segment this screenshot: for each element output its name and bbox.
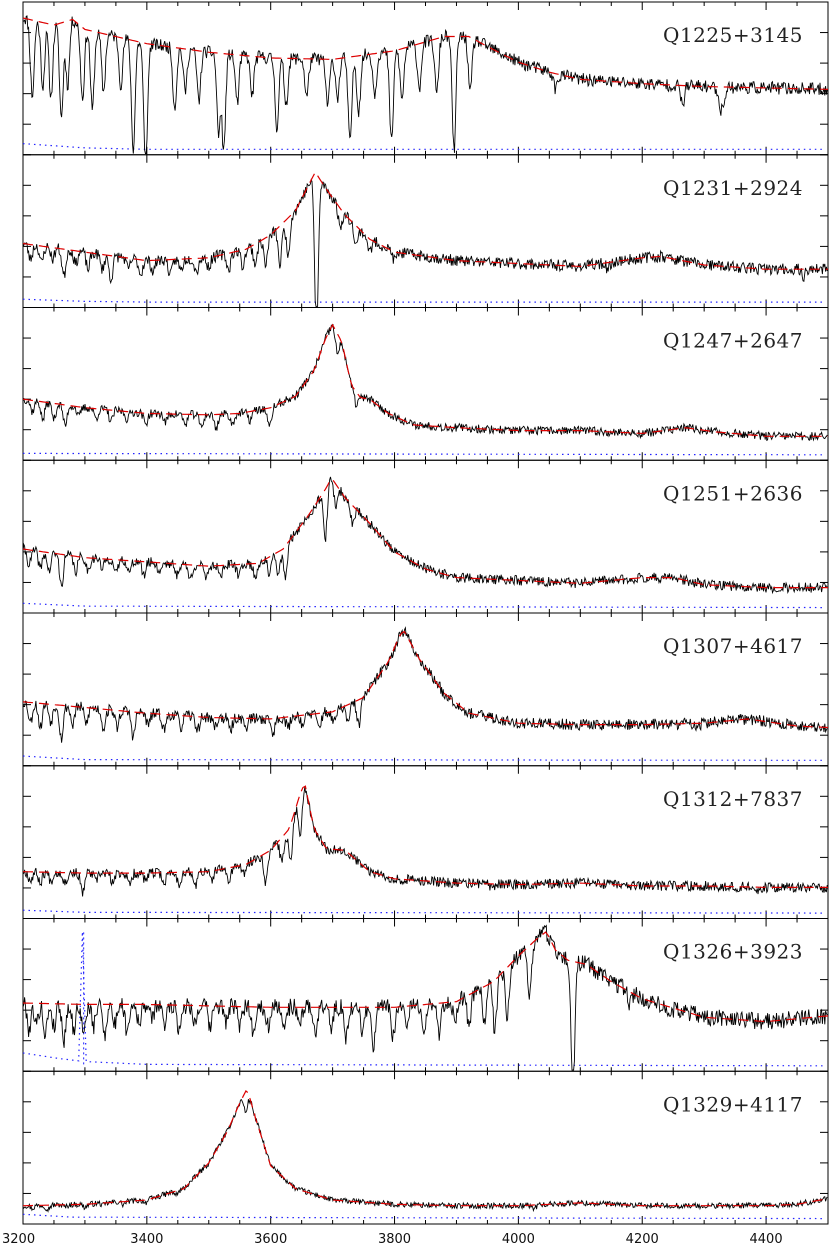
panel-label: Q1225+3145 [663,23,803,47]
continuum-fit-line [22,17,829,90]
continuum-fit-line [22,323,828,437]
error-curve [22,298,826,303]
continuum-fit-line [23,785,828,888]
spectrum-panel: Q1326+3923 [22,918,829,1072]
continuum-fit-line [22,478,828,589]
x-tick-label: 4000 [502,1232,535,1247]
x-tick-label: 3800 [378,1232,411,1247]
spectrum-panel: Q1307+4617 [22,612,829,767]
error-curve [22,909,826,914]
error-curve [22,931,826,1067]
error-curve [22,1213,826,1220]
spectrum-panel: Q1247+2647 [22,307,829,461]
x-tick-label: 3400 [130,1232,163,1247]
spectrum-panel: Q1251+2636 [22,459,829,614]
x-tick-label: 3200 [2,1232,35,1247]
spectrum-line [22,323,828,442]
error-curve [22,755,826,761]
panel-label: Q1329+4117 [663,1092,803,1116]
continuum-fit-line [23,1090,829,1207]
panel-label: Q1326+3923 [663,940,803,964]
panel-label: Q1251+2636 [663,481,803,505]
spectrum-line [22,924,828,1071]
panel-label: Q1312+7837 [663,787,803,811]
x-tick-label: 4200 [626,1232,659,1247]
panel-label: Q1247+2647 [663,329,803,353]
spectrum-line [22,178,828,307]
x-tick-label: 4400 [750,1232,783,1247]
continuum-fit-line [22,931,829,1023]
error-curve [23,452,826,456]
x-axis-tick-labels: 3200 3400 3600 3800 4000 4200 4400 [2,1232,783,1247]
spectrum-line [22,787,828,897]
spectrum-line [22,476,828,595]
continuum-fit-line [22,630,829,729]
panel-label: Q1231+2924 [663,176,803,200]
error-curve [22,602,826,609]
x-tick-label: 3600 [254,1232,287,1247]
error-curve [22,143,826,150]
panel-label: Q1307+4617 [663,634,803,658]
spectrum-panel: Q1312+7837 [22,765,829,919]
spectrum-panel: Q1225+3145 [22,1,829,156]
spectrum-panel: Q1231+2924 [22,154,829,308]
spectrum-panel: Q1329+4117 [22,1070,829,1225]
continuum-fit-line [22,171,828,270]
